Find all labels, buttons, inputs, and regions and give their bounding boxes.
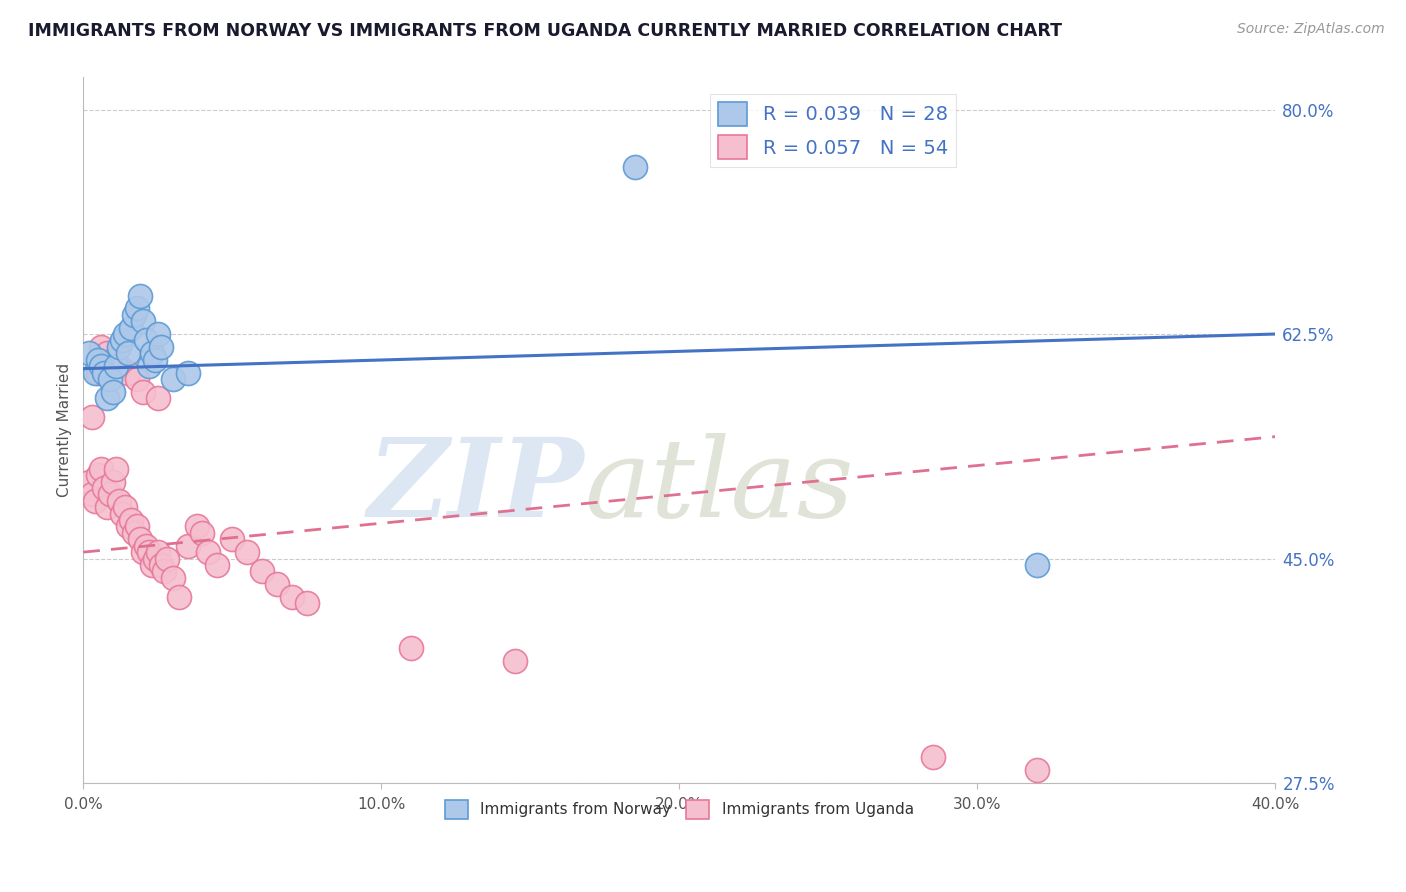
Point	[90, 461, 112, 475]
Point	[120, 320, 142, 334]
Point	[146, 545, 169, 559]
Text: ZIP: ZIP	[367, 433, 583, 541]
Point	[143, 551, 166, 566]
Point	[176, 539, 198, 553]
Point	[162, 372, 184, 386]
Point	[167, 590, 190, 604]
Point	[250, 565, 273, 579]
Point	[138, 545, 160, 559]
Point	[87, 366, 110, 380]
Point	[93, 366, 115, 380]
Point	[101, 475, 124, 489]
Point	[98, 372, 121, 386]
Point	[399, 641, 422, 656]
Point	[281, 590, 304, 604]
Point	[117, 366, 139, 380]
Point	[191, 525, 214, 540]
Legend: Immigrants from Norway, Immigrants from Uganda: Immigrants from Norway, Immigrants from …	[439, 794, 920, 825]
Point	[132, 314, 155, 328]
Point	[87, 468, 110, 483]
Point	[105, 359, 128, 373]
Point	[149, 340, 172, 354]
Point	[96, 500, 118, 515]
Point	[98, 487, 121, 501]
Point	[135, 334, 157, 348]
Text: atlas: atlas	[583, 433, 853, 541]
Point	[122, 308, 145, 322]
Point	[176, 366, 198, 380]
Point	[129, 288, 152, 302]
Point	[266, 577, 288, 591]
Point	[207, 558, 229, 572]
Point	[1025, 558, 1047, 572]
Point	[108, 493, 131, 508]
Point	[117, 519, 139, 533]
Point	[90, 340, 112, 354]
Text: Source: ZipAtlas.com: Source: ZipAtlas.com	[1237, 22, 1385, 37]
Y-axis label: Currently Married: Currently Married	[58, 363, 72, 498]
Point	[96, 346, 118, 360]
Point	[108, 340, 131, 354]
Point	[122, 525, 145, 540]
Point	[125, 301, 148, 316]
Point	[111, 507, 134, 521]
Point	[149, 558, 172, 572]
Point	[141, 346, 163, 360]
Point	[197, 545, 219, 559]
Point	[132, 545, 155, 559]
Point	[101, 384, 124, 399]
Point	[87, 352, 110, 367]
Point	[236, 545, 259, 559]
Point	[135, 539, 157, 553]
Point	[114, 326, 136, 341]
Point	[132, 384, 155, 399]
Point	[295, 596, 318, 610]
Text: IMMIGRANTS FROM NORWAY VS IMMIGRANTS FROM UGANDA CURRENTLY MARRIED CORRELATION C: IMMIGRANTS FROM NORWAY VS IMMIGRANTS FRO…	[28, 22, 1062, 40]
Point	[84, 366, 107, 380]
Point	[186, 519, 208, 533]
Point	[120, 513, 142, 527]
Point	[129, 533, 152, 547]
Point	[162, 571, 184, 585]
Point	[77, 475, 100, 489]
Point	[125, 372, 148, 386]
Point	[84, 493, 107, 508]
Point	[146, 326, 169, 341]
Point	[156, 551, 179, 566]
Point	[105, 461, 128, 475]
Point	[108, 359, 131, 373]
Point	[921, 750, 943, 764]
Point	[111, 334, 134, 348]
Point	[90, 359, 112, 373]
Point	[77, 346, 100, 360]
Point	[221, 533, 243, 547]
Point	[143, 352, 166, 367]
Point	[152, 565, 174, 579]
Point	[125, 519, 148, 533]
Point	[117, 346, 139, 360]
Point	[505, 654, 527, 668]
Point	[141, 558, 163, 572]
Point	[101, 352, 124, 367]
Point	[82, 410, 104, 425]
Point	[96, 391, 118, 405]
Point	[1025, 763, 1047, 777]
Point	[623, 160, 645, 174]
Point	[138, 359, 160, 373]
Point	[82, 487, 104, 501]
Point	[114, 500, 136, 515]
Point	[93, 481, 115, 495]
Point	[146, 391, 169, 405]
